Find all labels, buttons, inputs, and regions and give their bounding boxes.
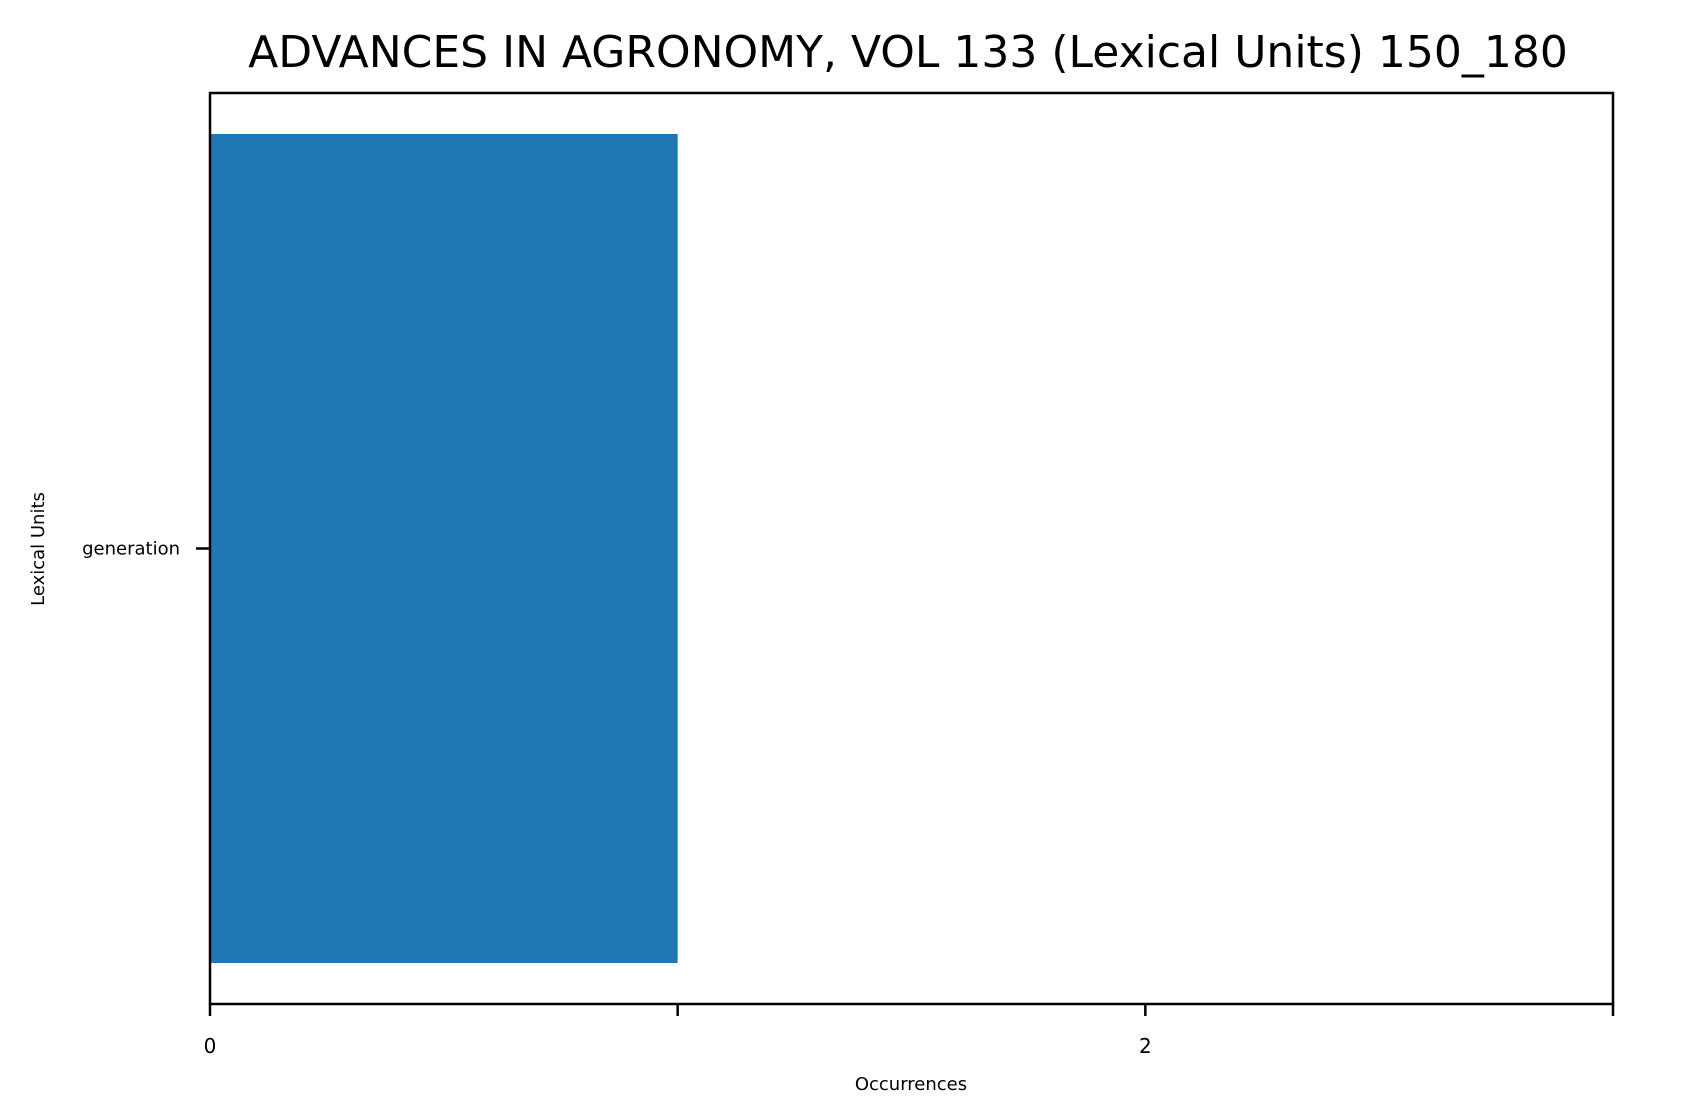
x-tick-label: 2 bbox=[1139, 1034, 1152, 1058]
x-tick-label: 0 bbox=[204, 1034, 217, 1058]
y-ticks-layer: generation bbox=[82, 539, 210, 560]
x-axis-label: Occurrences bbox=[855, 1074, 967, 1095]
y-axis-label: Lexical Units bbox=[28, 492, 49, 606]
y-tick-label: generation bbox=[82, 539, 180, 560]
bars-layer bbox=[210, 133, 678, 964]
chart-title: ADVANCES IN AGRONOMY, VOL 133 (Lexical U… bbox=[248, 27, 1568, 78]
bar-generation bbox=[210, 133, 678, 964]
